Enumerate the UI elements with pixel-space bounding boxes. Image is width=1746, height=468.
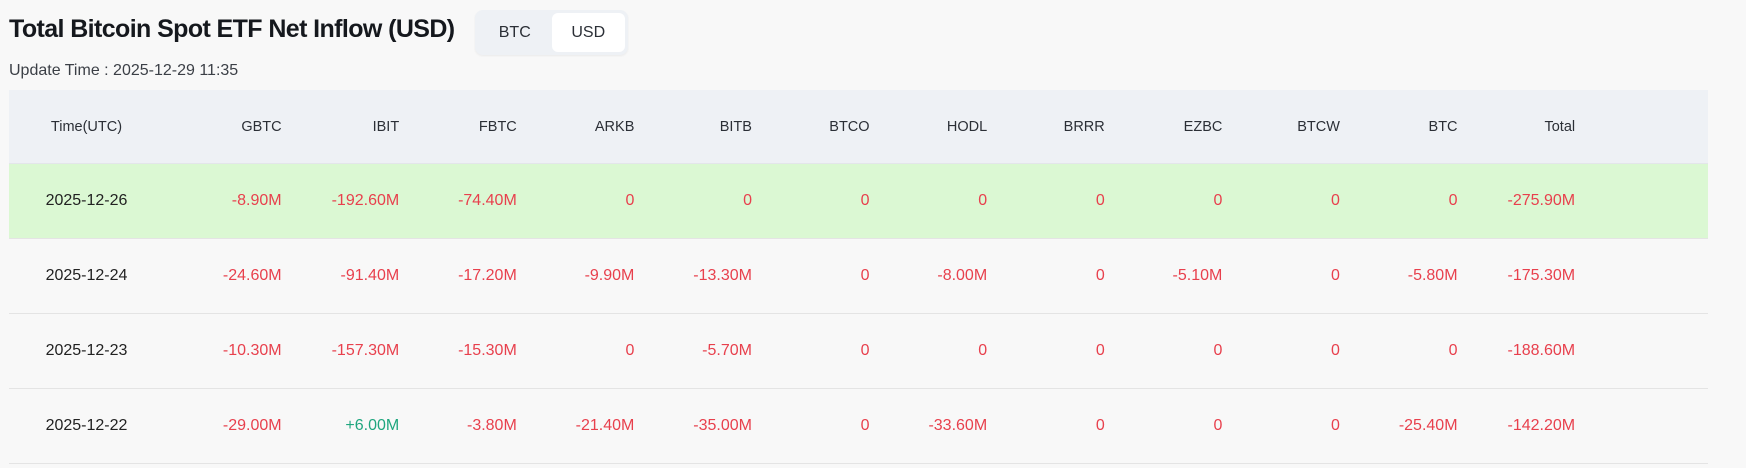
toggle-usd-button[interactable]: USD bbox=[551, 13, 625, 52]
cell-ibit: +6.00M bbox=[345, 417, 400, 434]
row-date: 2025-12-23 bbox=[45, 342, 128, 359]
cell-ezbc: 0 bbox=[1213, 417, 1223, 434]
cell-brrr: 0 bbox=[1095, 267, 1105, 284]
cell-arkb: 0 bbox=[625, 192, 635, 209]
cell-btc: 0 bbox=[1448, 342, 1458, 359]
row-date: 2025-12-22 bbox=[45, 417, 128, 434]
cell-hodl: 0 bbox=[978, 192, 988, 209]
toggle-btc-button[interactable]: BTC bbox=[498, 23, 531, 41]
cell-btcw: 0 bbox=[1331, 192, 1340, 209]
row-date: 2025-12-24 bbox=[45, 267, 128, 284]
cell-btcw: 0 bbox=[1331, 417, 1340, 434]
cell-arkb: -21.40M bbox=[575, 417, 635, 434]
cell-brrr: 0 bbox=[1095, 342, 1105, 359]
cell-ibit: -192.60M bbox=[331, 192, 400, 209]
cell-bitb: -35.00M bbox=[693, 417, 752, 434]
col-header-brrr: BRRR bbox=[1063, 118, 1105, 135]
cell-total: -142.20M bbox=[1507, 417, 1576, 434]
cell-btco: 0 bbox=[860, 267, 870, 284]
cell-btco: 0 bbox=[860, 192, 870, 209]
cell-bitb: 0 bbox=[743, 192, 752, 209]
cell-gbtc: -10.30M bbox=[222, 342, 282, 359]
update-time: Update Time : 2025-12-29 11:35 bbox=[9, 62, 239, 79]
col-header-gbtc: GBTC bbox=[241, 118, 282, 135]
cell-gbtc: -24.60M bbox=[222, 267, 282, 284]
cell-btco: 0 bbox=[860, 417, 870, 434]
cell-fbtc: -74.40M bbox=[458, 192, 517, 209]
col-header-total: Total bbox=[1544, 118, 1576, 135]
etf-flow-table: Time(UTC) GBTC IBIT FBTC ARKB BITB BTCO … bbox=[9, 90, 1708, 464]
col-header-ezbc: EZBC bbox=[1183, 118, 1223, 135]
cell-bitb: -13.30M bbox=[693, 267, 752, 284]
col-header-ibit: IBIT bbox=[372, 118, 400, 135]
cell-ezbc: 0 bbox=[1213, 192, 1223, 209]
cell-ezbc: -5.10M bbox=[1172, 267, 1223, 284]
cell-hodl: -33.60M bbox=[928, 417, 988, 434]
cell-gbtc: -29.00M bbox=[222, 417, 282, 434]
cell-arkb: 0 bbox=[625, 342, 635, 359]
cell-brrr: 0 bbox=[1095, 417, 1105, 434]
cell-btcw: 0 bbox=[1331, 342, 1340, 359]
table-header-row: Time(UTC) GBTC IBIT FBTC ARKB BITB BTCO … bbox=[9, 90, 1708, 164]
col-header-hodl: HODL bbox=[946, 118, 988, 135]
table-row: 2025-12-24 -24.60M -91.40M -17.20M -9.90… bbox=[9, 239, 1708, 314]
cell-hodl: 0 bbox=[978, 342, 988, 359]
cell-btco: 0 bbox=[860, 342, 870, 359]
col-header-arkb: ARKB bbox=[594, 118, 635, 135]
cell-fbtc: -15.30M bbox=[458, 342, 517, 359]
col-header-fbtc: FBTC bbox=[478, 118, 517, 135]
col-header-time: Time(UTC) bbox=[50, 118, 123, 135]
cell-arkb: -9.90M bbox=[584, 267, 635, 284]
cell-total: -275.90M bbox=[1507, 192, 1576, 209]
cell-btc: -25.40M bbox=[1398, 417, 1458, 434]
cell-ibit: -157.30M bbox=[331, 342, 400, 359]
cell-btc: 0 bbox=[1448, 192, 1458, 209]
table-row: 2025-12-22 -29.00M +6.00M -3.80M -21.40M… bbox=[9, 389, 1708, 464]
cell-gbtc: -8.90M bbox=[231, 192, 282, 209]
cell-total: -188.60M bbox=[1507, 342, 1576, 359]
cell-bitb: -5.70M bbox=[702, 342, 752, 359]
table-row: 2025-12-23 -10.30M -157.30M -15.30M 0 -5… bbox=[9, 314, 1708, 389]
cell-btc: -5.80M bbox=[1407, 267, 1458, 284]
col-header-btco: BTCO bbox=[829, 118, 870, 135]
currency-toggle: BTC USD bbox=[475, 10, 628, 55]
cell-brrr: 0 bbox=[1095, 192, 1105, 209]
page-title: Total Bitcoin Spot ETF Net Inflow (USD) bbox=[9, 15, 455, 43]
cell-hodl: -8.00M bbox=[937, 267, 988, 284]
cell-fbtc: -17.20M bbox=[458, 267, 517, 284]
cell-ibit: -91.40M bbox=[340, 267, 400, 284]
cell-btcw: 0 bbox=[1331, 267, 1340, 284]
table-row: 2025-12-26 -8.90M -192.60M -74.40M 0 0 0… bbox=[9, 164, 1708, 239]
cell-total: -175.30M bbox=[1507, 267, 1576, 284]
col-header-btc: BTC bbox=[1428, 118, 1458, 135]
row-date: 2025-12-26 bbox=[45, 192, 128, 209]
col-header-btcw: BTCW bbox=[1297, 118, 1340, 135]
cell-fbtc: -3.80M bbox=[466, 417, 517, 434]
cell-ezbc: 0 bbox=[1213, 342, 1223, 359]
col-header-bitb: BITB bbox=[719, 118, 752, 135]
